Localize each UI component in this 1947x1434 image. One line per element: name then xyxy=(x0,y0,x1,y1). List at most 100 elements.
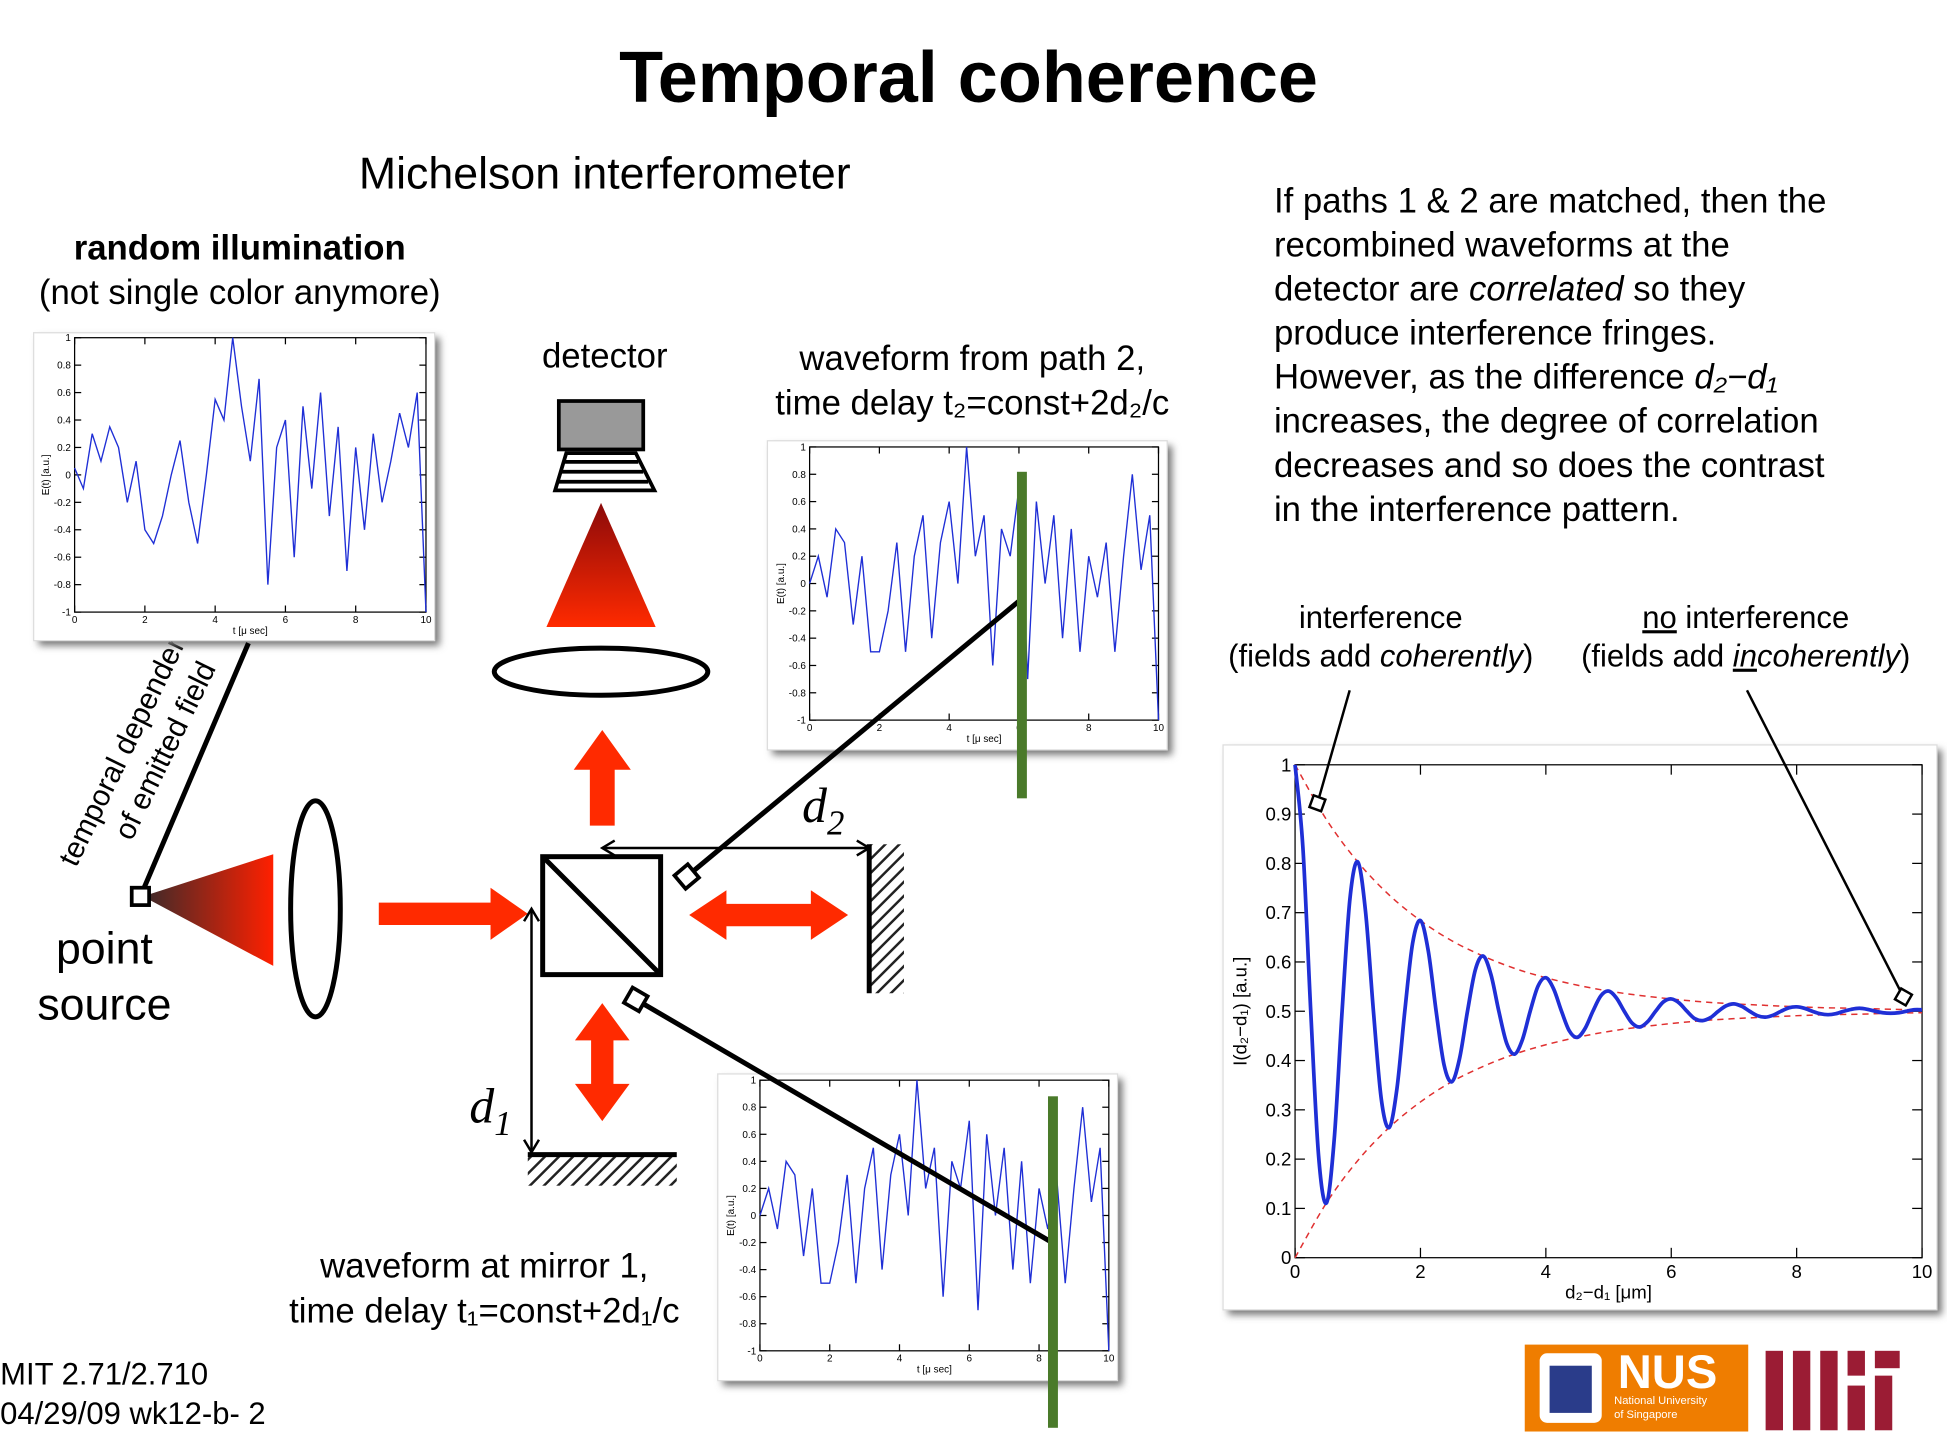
x-tick-label: 8 xyxy=(353,615,359,626)
x-tick-label: 6 xyxy=(1666,1261,1676,1282)
no-interference-label: (fields add incoherently) xyxy=(1581,639,1910,674)
x-tick-label: 6 xyxy=(967,1354,973,1365)
interference-label: (fields add coherently) xyxy=(1228,639,1533,674)
mirror-1 xyxy=(527,1154,677,1186)
time-marker xyxy=(1016,471,1027,799)
y-tick-label: 1 xyxy=(751,1076,757,1087)
explanation-part: d₂−d₁ xyxy=(1694,359,1777,397)
explanation-part: produce interference fringes. xyxy=(1274,315,1716,353)
x-tick-label: 10 xyxy=(1912,1261,1933,1282)
subscript: 2 xyxy=(827,803,844,842)
data-line xyxy=(808,446,1160,721)
y-tick-label: 0.7 xyxy=(1265,902,1291,923)
path2-caption: waveform from path 2, xyxy=(798,340,1145,378)
label-part: ) xyxy=(1523,639,1533,674)
y-tick-label: -1 xyxy=(62,608,71,619)
detector-screen xyxy=(556,399,646,452)
y-tick-label: 0.9 xyxy=(1265,804,1291,825)
x-tick-label: 8 xyxy=(1086,723,1092,734)
x-tick-label: 10 xyxy=(1153,723,1165,734)
subtitle: Michelson interferometer xyxy=(359,150,851,199)
label-part: in xyxy=(1733,639,1757,674)
x-tick-label: 0 xyxy=(757,1354,763,1365)
explanation-line: recombined waveforms at the xyxy=(1274,226,1730,264)
nus-subtitle: National University xyxy=(1614,1395,1707,1407)
y-tick-label: -0.4 xyxy=(739,1265,757,1276)
footer: 04/29/09 wk12-b- 2 xyxy=(0,1396,266,1431)
y-tick-label: -0.2 xyxy=(789,606,807,617)
arrow xyxy=(574,1003,630,1122)
y-tick-label: 0.3 xyxy=(1265,1099,1291,1120)
explanation-part: decreases and so does the contrast xyxy=(1274,447,1825,485)
explanation-line: increases, the degree of correlation xyxy=(1274,403,1819,441)
explanation-part: However, as the difference xyxy=(1274,359,1694,397)
explanation-line: However, as the difference d₂−d₁ xyxy=(1274,359,1778,397)
y-tick-label: -0.6 xyxy=(54,553,72,564)
x-tick-label: 6 xyxy=(283,615,289,626)
explanation-part: detector are xyxy=(1274,270,1469,308)
y-tick-label: 0.5 xyxy=(1265,1001,1291,1022)
nus-subtitle: of Singapore xyxy=(1614,1409,1677,1421)
illumination-heading: random illumination xyxy=(74,229,406,267)
y-tick-label: -1 xyxy=(797,716,806,727)
footer: MIT 2.71/2.710 xyxy=(0,1356,208,1391)
lens xyxy=(491,645,711,698)
x-tick-label: 0 xyxy=(1290,1261,1300,1282)
x-tick-label: 2 xyxy=(1415,1261,1425,1282)
y-tick-label: -0.8 xyxy=(739,1319,757,1330)
data-line xyxy=(73,337,427,613)
y-tick-label: 0.8 xyxy=(1265,853,1291,874)
y-tick-label: -0.4 xyxy=(789,634,807,645)
data-line xyxy=(1293,764,1923,1205)
y-axis-label: E(t) [a.u.] xyxy=(726,1195,737,1236)
explanation-part: increases, the degree of correlation xyxy=(1274,403,1819,441)
d2-label: d2 xyxy=(802,778,844,842)
y-tick-label: -0.2 xyxy=(54,498,72,509)
y-tick-label: 0.2 xyxy=(1265,1149,1291,1170)
y-tick-label: 0.4 xyxy=(57,415,71,426)
y-tick-label: 1 xyxy=(800,442,806,453)
explanation-part: recombined waveforms at the xyxy=(1274,226,1730,264)
x-tick-label: 0 xyxy=(72,615,78,626)
explanation-line: produce interference fringes. xyxy=(1274,315,1716,353)
illumination-note: (not single color anymore) xyxy=(39,274,441,312)
label-part: coherently xyxy=(1757,639,1903,674)
path2-caption: time delay t₂=const+2d₂/c xyxy=(775,385,1169,423)
x-axis-label: d₂−d₁ [μm] xyxy=(1565,1282,1652,1303)
y-tick-label: 0.6 xyxy=(742,1130,756,1141)
explanation-part: in the interference pattern. xyxy=(1274,491,1680,529)
y-tick-label: 0.4 xyxy=(1265,1050,1291,1071)
x-tick-label: 2 xyxy=(877,723,883,734)
d1-label: d1 xyxy=(469,1078,511,1142)
x-tick-label: 10 xyxy=(1103,1354,1115,1365)
label-part: interference xyxy=(1677,600,1849,635)
source-label: source xyxy=(37,980,171,1029)
nus-name: NUS xyxy=(1618,1345,1718,1398)
y-tick-label: 1 xyxy=(65,333,71,344)
explanation-part: If paths 1 & 2 are matched, then the xyxy=(1274,182,1827,220)
x-tick-label: 10 xyxy=(420,615,432,626)
y-tick-label: -0.6 xyxy=(739,1292,757,1303)
distance-d1 xyxy=(522,906,541,1155)
plot-frame xyxy=(33,332,436,642)
y-tick-label: 0.1 xyxy=(1265,1198,1291,1219)
y-tick-label: 0.2 xyxy=(792,552,806,563)
mirror-2 xyxy=(869,844,904,994)
arrow xyxy=(378,887,528,940)
mirror1-caption: waveform at mirror 1, xyxy=(319,1248,648,1286)
y-tick-label: -0.8 xyxy=(789,688,807,699)
y-tick-label: -0.4 xyxy=(54,525,72,536)
y-tick-label: 0.4 xyxy=(742,1157,756,1168)
nus-crest-inner xyxy=(1549,1365,1592,1413)
explanation-line: decreases and so does the contrast xyxy=(1274,447,1825,485)
y-tick-label: -0.6 xyxy=(789,661,807,672)
symbol: d xyxy=(469,1078,494,1133)
label-part: ) xyxy=(1900,639,1910,674)
x-tick-label: 4 xyxy=(1541,1261,1551,1282)
y-tick-label: 0.6 xyxy=(792,497,806,508)
distance-d2 xyxy=(599,839,872,857)
y-tick-label: -0.8 xyxy=(54,580,72,591)
source-beam xyxy=(142,854,274,966)
x-tick-label: 4 xyxy=(897,1354,903,1365)
